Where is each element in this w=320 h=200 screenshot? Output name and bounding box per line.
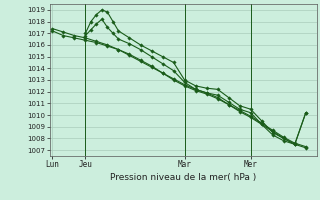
X-axis label: Pression niveau de la mer( hPa ): Pression niveau de la mer( hPa ): [110, 173, 256, 182]
